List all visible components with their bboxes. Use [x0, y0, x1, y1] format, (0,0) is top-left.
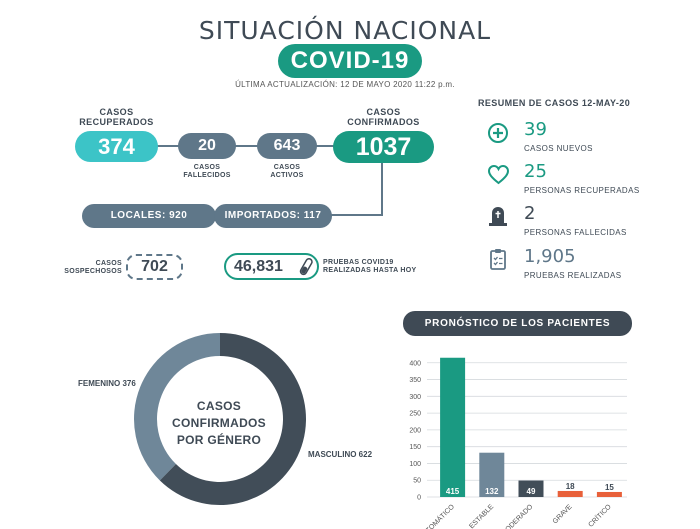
- page-title: SITUACIÓN NACIONAL: [198, 16, 492, 45]
- activos-label: CASOS ACTIVOS: [270, 164, 304, 179]
- fallecidas-value: 2: [524, 203, 536, 224]
- recuperadas-label: PERSONAS RECUPERADAS: [524, 186, 640, 195]
- y-tick-label: 50: [413, 478, 421, 485]
- y-tick-label: 350: [409, 377, 421, 384]
- pruebas-box: 46,831: [224, 253, 319, 280]
- recuperados-value: 374: [75, 131, 158, 162]
- pronostico-bar-chart: 0 50 100 150 200 250 300 350 400 415 ASINTOMÁTICO 1…: [409, 357, 627, 529]
- locales-pill: LOCALES: 920: [82, 204, 216, 228]
- category-label: CRÍTICO: [586, 502, 613, 529]
- category-label: ASINTOMÁTICO: [412, 502, 456, 529]
- category-label: GRAVE: [552, 503, 574, 525]
- fallecidos-value: 20: [178, 133, 236, 159]
- category-label: ESTABLE: [468, 503, 495, 529]
- category-label: MODERADO: [500, 503, 534, 529]
- heart-icon: [487, 164, 510, 185]
- resumen-title: RESUMEN DE CASOS 12-MAY-20: [478, 98, 631, 108]
- y-tick-label: 200: [409, 427, 421, 434]
- connector-line: [381, 160, 383, 216]
- y-tick-label: 400: [409, 360, 421, 367]
- importados-pill: IMPORTADOS: 117: [214, 204, 332, 228]
- pruebas-value: 46,831: [234, 258, 283, 275]
- y-tick-label: 100: [409, 461, 421, 468]
- bar-moderado: [518, 480, 544, 497]
- gender-donut-chart: [133, 333, 306, 505]
- clipboard-icon: [490, 249, 506, 270]
- pruebas-realizadas-label: PRUEBAS REALIZADAS: [524, 271, 622, 280]
- fallecidos-label: CASOS FALLECIDOS: [183, 164, 231, 179]
- femenino-label: FEMENINO 376: [78, 379, 136, 388]
- y-tick-label: 250: [409, 411, 421, 418]
- sospechosos-label: CASOS SOSPECHOSOS: [64, 260, 122, 275]
- pruebas-realizadas-value: 1,905: [524, 246, 576, 267]
- donut-slice-1: [159, 333, 306, 505]
- tombstone-icon: [489, 207, 507, 226]
- bar-value-label: 415: [446, 487, 460, 496]
- bar-grave: [557, 490, 583, 497]
- last-update: ÚLTIMA ACTUALIZACIÓN: 12 DE MAYO 2020 11…: [235, 80, 455, 89]
- bar-value-label: 18: [566, 482, 575, 491]
- recuperados-label: CASOS RECUPERADOS: [79, 107, 154, 127]
- casos-nuevos-value: 39: [524, 119, 547, 140]
- connector-line: [330, 214, 383, 216]
- sospechosos-value: 702: [126, 254, 183, 280]
- bar-value-label: 132: [485, 487, 499, 496]
- masculino-label: MASCULINO 622: [308, 450, 373, 459]
- recuperadas-value: 25: [524, 161, 547, 182]
- confirmados-label: CASOS CONFIRMADOS: [347, 107, 420, 127]
- y-tick-label: 0: [417, 495, 421, 502]
- bar-value-label: 15: [605, 483, 614, 492]
- test-tube-icon: [299, 258, 313, 276]
- bar-estable: [479, 452, 505, 497]
- pronostico-title: PRONÓSTICO DE LOS PACIENTES: [403, 311, 632, 336]
- plus-circle-icon: [488, 123, 508, 143]
- covid-badge: COVID-19: [278, 44, 422, 78]
- y-tick-label: 150: [409, 444, 421, 451]
- bar-crítico: [596, 491, 622, 497]
- donut-center-label: CASOS CONFIRMADOS POR GÉNERO: [172, 399, 266, 447]
- fallecidas-label: PERSONAS FALLECIDAS: [524, 228, 627, 237]
- donut-slice-0: [133, 333, 220, 481]
- pruebas-label: PRUEBAS COVID19 REALIZADAS HASTA HOY: [323, 259, 417, 274]
- activos-value: 643: [257, 133, 317, 159]
- confirmados-value: 1037: [333, 131, 434, 163]
- casos-nuevos-label: CASOS NUEVOS: [524, 144, 593, 153]
- bar-asintomático: [440, 357, 466, 497]
- connector-line: [155, 145, 335, 147]
- bar-value-label: 49: [527, 487, 536, 496]
- y-tick-label: 300: [409, 394, 421, 401]
